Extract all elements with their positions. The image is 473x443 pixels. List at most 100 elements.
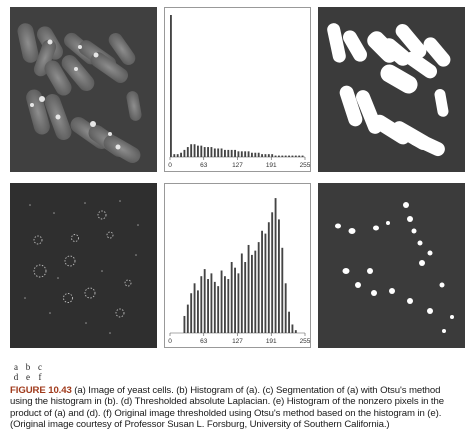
hist-bar (240, 253, 243, 333)
yeast-cells-image (10, 7, 157, 172)
hist-bar (213, 281, 216, 333)
figure-label: FIGURE 10.43 (10, 385, 72, 396)
hist-bar (251, 254, 253, 333)
hist-bar (288, 155, 290, 157)
hist-bar (234, 267, 236, 333)
hist-bar (186, 304, 189, 333)
hist-bar (271, 154, 274, 157)
otsu-segmentation-image (318, 7, 465, 172)
hist-bar (230, 149, 233, 157)
hist-bar (247, 244, 250, 333)
hist-bar (254, 250, 257, 333)
hist-bar (271, 212, 274, 333)
hist-bar (257, 242, 260, 333)
hist-bar (176, 154, 179, 157)
thresholded-laplacian-image (10, 183, 157, 348)
hist-bar (301, 155, 304, 157)
panel-legend: a b c d e f (10, 362, 46, 382)
hist-bar (267, 154, 270, 157)
hist-bar (237, 273, 240, 333)
hist-bar (267, 222, 270, 333)
legend-e: e (26, 372, 30, 382)
hist-bar (220, 270, 223, 333)
hist-bar (210, 273, 213, 333)
hist-bar (294, 155, 297, 157)
hist-bar (200, 276, 203, 333)
hist-bar (247, 151, 250, 157)
hist-tick-label: 255 (300, 162, 311, 169)
hist-bar (224, 276, 226, 333)
caption-text: (a) Image of yeast cells. (b) Histogram … (10, 385, 444, 430)
hist-bar (234, 149, 236, 157)
histogram-panel-b: 0 63 127 191 255 (164, 7, 311, 172)
hist-bar (217, 286, 220, 333)
hist-bar (183, 315, 186, 333)
hist-bar (190, 293, 193, 333)
hist-bar (251, 152, 253, 157)
hist-bar (197, 145, 199, 157)
legend-c: c (38, 362, 42, 372)
hist-bar (224, 149, 226, 157)
hist-bar (203, 147, 206, 157)
hist-bar (193, 144, 196, 157)
hist-bar (190, 144, 193, 157)
hist-bar (264, 233, 267, 333)
hist-bar (210, 147, 213, 157)
hist-bar (217, 148, 220, 157)
hist-bar (257, 152, 260, 157)
figure-caption: FIGURE 10.43 (a) Image of yeast cells. (… (10, 385, 464, 430)
hist-tick-label: 191 (266, 162, 277, 169)
hist-tick-label: 0 (168, 338, 172, 345)
hist-tick-label: 0 (168, 162, 172, 169)
legend-b: b (25, 362, 31, 372)
hist-bar (281, 247, 284, 333)
hist-bar (213, 148, 216, 157)
hist-bar (278, 219, 280, 333)
hist-bar (220, 148, 223, 157)
hist-tick-label: 127 (232, 338, 243, 345)
hist-bar (278, 155, 280, 157)
hist-bar (207, 147, 209, 157)
hist-bar (173, 154, 176, 157)
hist-bar (291, 155, 294, 157)
hist-bar (186, 147, 189, 157)
hist-bar (207, 279, 209, 333)
thresholded-original-image (318, 183, 465, 348)
hist-bar (200, 145, 203, 157)
hist-bar (254, 152, 257, 157)
hist-bar (183, 149, 186, 157)
hist-bar (298, 155, 301, 157)
histogram-panel-e: 0 63 127 191 255 (164, 183, 311, 348)
hist-bar (244, 262, 247, 333)
hist-bar (284, 283, 287, 333)
hist-bar (261, 230, 263, 333)
hist-tick-label: 255 (300, 338, 311, 345)
hist-bar (170, 15, 172, 157)
legend-f: f (38, 372, 42, 382)
hist-bar (291, 324, 294, 333)
hist-bar (288, 311, 290, 333)
hist-tick-label: 127 (232, 162, 243, 169)
hist-bar (274, 198, 277, 333)
legend-a: a (14, 362, 18, 372)
legend-d: d (13, 372, 19, 382)
hist-bar (237, 151, 240, 157)
hist-tick-label: 63 (200, 162, 208, 169)
hist-bar (244, 151, 247, 157)
hist-bar (294, 330, 297, 333)
hist-bar (261, 154, 263, 157)
hist-bar (180, 152, 182, 157)
hist-bar (230, 262, 233, 333)
hist-bar (203, 269, 206, 333)
hist-bar (264, 154, 267, 157)
hist-bar (227, 279, 230, 333)
hist-bar (197, 290, 199, 333)
hist-bar (193, 283, 196, 333)
hist-tick-label: 63 (200, 338, 208, 345)
hist-tick-label: 191 (266, 338, 277, 345)
hist-bar (284, 155, 287, 157)
hist-bar (240, 151, 243, 157)
hist-bar (281, 155, 284, 157)
hist-bar (274, 155, 277, 157)
hist-bar (227, 149, 230, 157)
